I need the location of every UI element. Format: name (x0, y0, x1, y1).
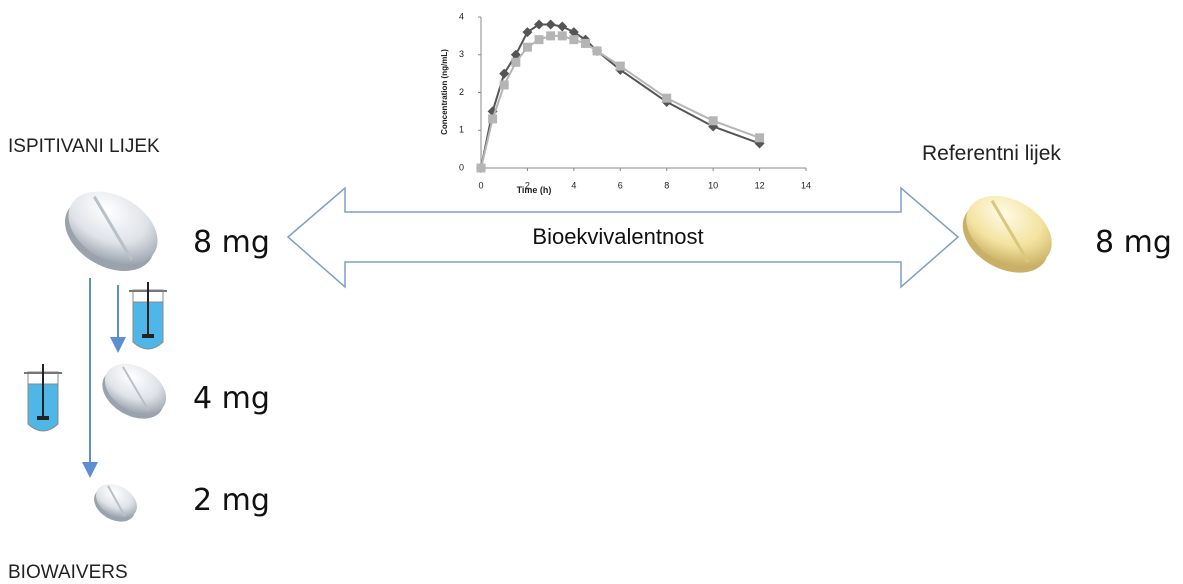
marker (662, 93, 672, 103)
pill-8mg (64, 191, 158, 271)
pill-4mg (102, 363, 167, 419)
footer: BIOWAIVERS (8, 562, 128, 583)
marker (546, 31, 556, 41)
marker (499, 80, 509, 90)
x-tick-label: 14 (801, 180, 811, 190)
series-line (480, 23, 760, 169)
dose: 8 mg (193, 225, 270, 260)
x-tick-label: 4 (571, 180, 576, 190)
y-tick-label: 1 (459, 125, 464, 135)
y-tick-label: 2 (459, 87, 464, 97)
marker (557, 21, 568, 32)
dissolution-vessel (129, 282, 167, 350)
x-tick-label: 10 (708, 180, 718, 190)
x-tick-label: 0 (478, 180, 483, 190)
pill-2mg (94, 484, 137, 522)
marker (592, 46, 602, 56)
marker (488, 114, 498, 124)
x-tick-label: 2 (525, 180, 530, 190)
marker (511, 57, 521, 67)
marker (510, 49, 521, 60)
y-tick-label: 0 (459, 162, 464, 172)
marker (499, 68, 510, 79)
marker (580, 38, 590, 48)
marker (534, 35, 544, 45)
dose: 4 mg (193, 381, 270, 416)
marker (568, 27, 579, 38)
test-title: ISPITIVANI LIJEK (8, 136, 160, 157)
marker (534, 19, 545, 30)
marker (708, 116, 718, 126)
y-tick-label: 3 (459, 49, 464, 59)
x-tick-label: 6 (618, 180, 623, 190)
series-line (480, 34, 760, 169)
dissolution-vessel (24, 364, 62, 432)
marker (476, 163, 486, 173)
dose: 8 mg (1095, 225, 1172, 260)
x-tick-label: 8 (664, 180, 669, 190)
y-tick-label: 4 (459, 11, 464, 21)
marker (522, 42, 532, 52)
y-axis-label: Concentration (ng/mL) (440, 49, 449, 135)
double-arrow (286, 186, 960, 289)
marker (545, 19, 556, 30)
x-tick-label: 12 (755, 180, 765, 190)
marker (755, 133, 765, 143)
arrow-label: Bioekvivalentnost (532, 224, 703, 249)
marker (569, 35, 579, 45)
pill-ref (962, 195, 1052, 273)
marker (557, 31, 567, 41)
x-axis-label: Time (h) (517, 185, 552, 195)
marker (522, 27, 533, 38)
ref-title: Referentni lijek (922, 142, 1061, 165)
dose: 2 mg (193, 483, 270, 518)
marker (615, 61, 625, 71)
